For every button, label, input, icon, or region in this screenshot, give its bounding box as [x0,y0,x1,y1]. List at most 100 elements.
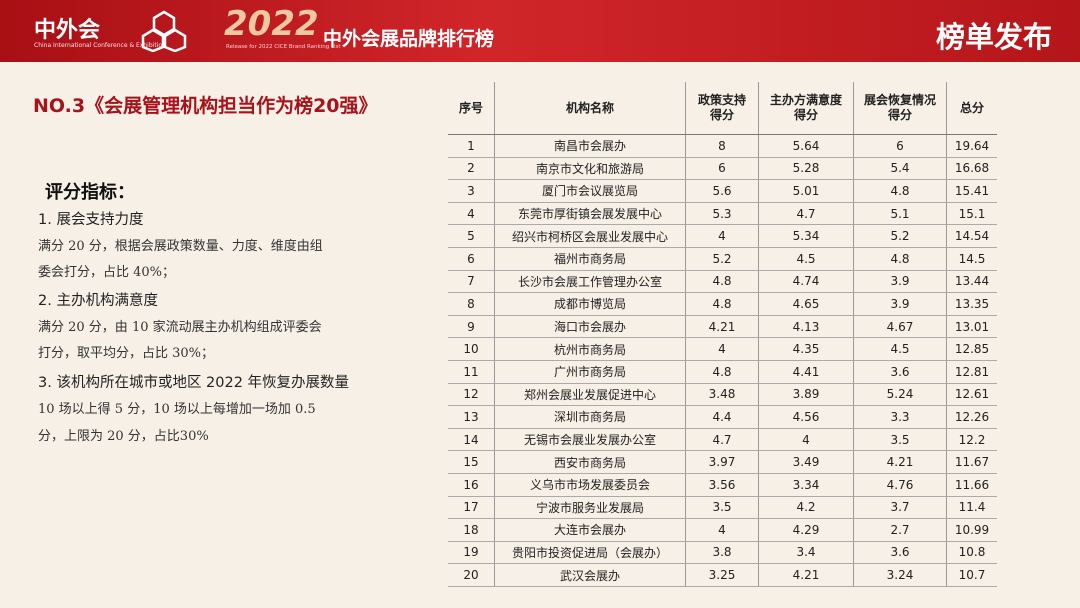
column-header: 政策支持 得分 [685,82,759,135]
criteria-heading: 1. 展会支持力度 [38,212,144,228]
table-row: 3 厦门市会议展览局 5.6 5.01 4.8 15.41 [448,179,997,203]
table-row: 5 绍兴市柯桥区会展业发展中心 4 5.34 5.2 14.54 [448,224,997,248]
table-cell: 9 [448,315,495,339]
table-cell: 4.21 [758,563,854,587]
table-cell: 4.56 [758,405,854,429]
table-row: 10 杭州市商务局 4 4.35 4.5 12.85 [448,337,997,361]
table-cell: 3.97 [685,450,759,474]
year: 2022 [224,4,319,44]
table-cell: 4 [448,202,495,226]
table-cell: 2.7 [853,518,947,542]
table-cell: 4 [685,224,759,248]
table-cell: 4.5 [758,247,854,271]
table-cell: 12.2 [946,428,997,452]
table-cell: 海口市会展办 [494,315,686,339]
table-cell: 福州市商务局 [494,247,686,271]
table-cell: 10.8 [946,541,997,565]
release: Release for 2022 CICE Brand Ranking List [226,44,341,50]
table-cell: 大连市会展办 [494,518,686,542]
table-cell: 3.5 [853,428,947,452]
table-cell: 11 [448,360,495,384]
table-cell: 杭州市商务局 [494,337,686,361]
table-cell: 4.5 [853,337,947,361]
table-row: 1 南昌市会展办 8 5.64 6 19.64 [448,134,997,158]
table-cell: 4 [685,518,759,542]
table-cell: 3.34 [758,473,854,497]
table-cell: 成都市博览局 [494,292,686,316]
table-cell: 无锡市会展业发展办公室 [494,428,686,452]
criteria-line: 满分 20 分，根据会展政策数量、力度、维度由组 [38,239,323,254]
table-cell: 4.41 [758,360,854,384]
table-cell: 4 [685,337,759,361]
table-cell: 12 [448,383,495,407]
table-row: 2 南京市文化和旅游局 6 5.28 5.4 16.68 [448,157,997,181]
criteria-line: 分，上限为 20 分，占比30% [38,429,209,444]
criteria-line: 打分，取平均分，占比 30%； [38,346,215,361]
column-header: 机构名称 [494,82,686,135]
table-cell: 3.24 [853,563,947,587]
table-cell: 3.7 [853,496,947,520]
ranking-table: 序号 机构名称 政策支持 得分 主办方满意度 得分 展会恢复情况 得分 总分 1 南昌市会展办… [448,82,997,587]
table-cell: 16.68 [946,157,997,181]
table-cell: 武汉会展办 [494,563,686,587]
table-cell: 3.9 [853,270,947,294]
table-cell: 4.35 [758,337,854,361]
table-cell: 15 [448,450,495,474]
table-cell: 3.89 [758,383,854,407]
table-row: 12 郑州会展业发展促进中心 3.48 3.89 5.24 12.61 [448,383,997,407]
table-cell: 3.49 [758,450,854,474]
table-cell: 3.5 [685,496,759,520]
table-cell: 5.28 [758,157,854,181]
column-header: 序号 [448,82,495,135]
table-cell: 6 [685,157,759,181]
table-cell: 5.01 [758,179,854,203]
table-body: 1 南昌市会展办 8 5.64 6 19.64 2 南京市文化和旅游局 6 5.28 5.4 16.6… [448,134,997,587]
table-cell: 5.3 [685,202,759,226]
table-cell: 4.74 [758,270,854,294]
table-row: 13 深圳市商务局 4.4 4.56 3.3 12.26 [448,405,997,429]
table-cell: 15.1 [946,202,997,226]
criteria-line: 满分 20 分，由 10 家流动展主办机构组成评委会 [38,320,322,335]
table-cell: 4.21 [685,315,759,339]
table-cell: 南昌市会展办 [494,134,686,158]
table-cell: 5.1 [853,202,947,226]
criteria-title: 评分指标： [45,182,135,203]
table-cell: 郑州会展业发展促进中心 [494,383,686,407]
table-cell: 14 [448,428,495,452]
section-title: NO.3《会展管理机构担当作为榜20强》 [33,95,378,117]
table-cell: 10 [448,337,495,361]
table-cell: 3.3 [853,405,947,429]
table-row: 16 义乌市市场发展委员会 3.56 3.34 4.76 11.66 [448,473,997,497]
table-cell: 4.7 [758,202,854,226]
table-cell: 12.81 [946,360,997,384]
table-cell: 绍兴市柯桥区会展业发展中心 [494,224,686,248]
table-cell: 3.4 [758,541,854,565]
table-cell: 4.8 [853,247,947,271]
table-cell: 3.56 [685,473,759,497]
criteria-line: 10 场以上得 5 分，10 场以上每增加一场加 0.5 [38,402,316,417]
table-cell: 4.13 [758,315,854,339]
table-cell: 5.6 [685,179,759,203]
table-cell: 4.8 [853,179,947,203]
column-header: 总分 [946,82,997,135]
table-cell: 10.7 [946,563,997,587]
table-cell: 8 [448,292,495,316]
table-cell: 4.7 [685,428,759,452]
table-cell: 5.2 [685,247,759,271]
table-cell: 5.34 [758,224,854,248]
table-cell: 10.99 [946,518,997,542]
table-cell: 5 [448,224,495,248]
header-row: 序号 机构名称 政策支持 得分 主办方满意度 得分 展会恢复情况 得分 总分 [448,82,997,135]
table-cell: 宁波市服务业发展局 [494,496,686,520]
table-cell: 4.8 [685,360,759,384]
table-cell: 17 [448,496,495,520]
criteria-line: 委会打分，占比 40%； [38,265,176,280]
table-cell: 1 [448,134,495,158]
table-row: 20 武汉会展办 3.25 4.21 3.24 10.7 [448,563,997,587]
table-cell: 4 [758,428,854,452]
table-cell: 12.61 [946,383,997,407]
table-row: 18 大连市会展办 4 4.29 2.7 10.99 [448,518,997,542]
table-cell: 5.24 [853,383,947,407]
table-row: 4 东莞市厚街镇会展发展中心 5.3 4.7 5.1 15.1 [448,202,997,226]
